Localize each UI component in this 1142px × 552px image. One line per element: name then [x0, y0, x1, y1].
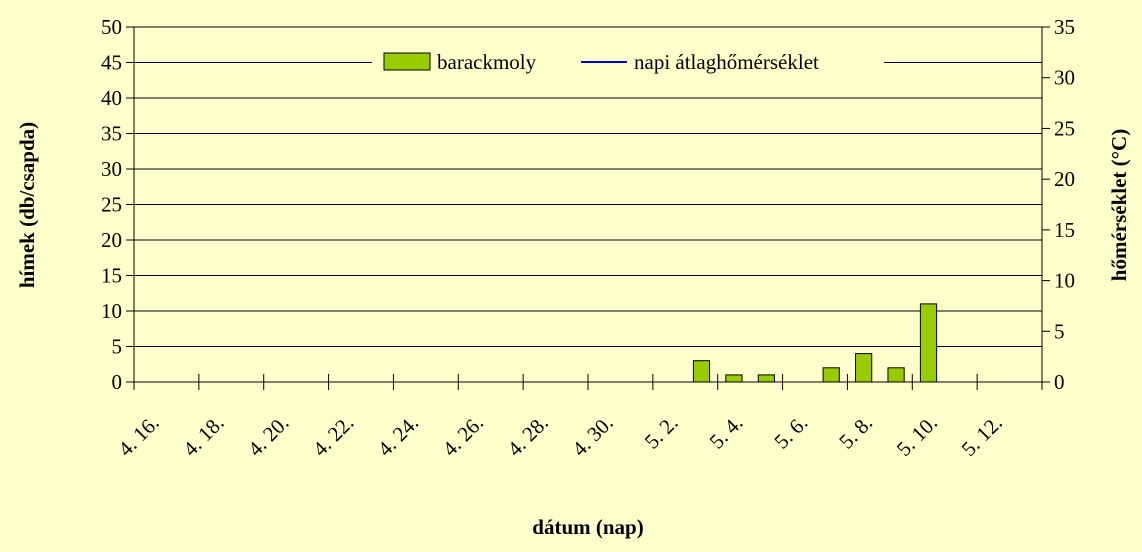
x-tick-label: 5. 12. — [957, 411, 1007, 461]
legend-box — [372, 44, 884, 80]
x-tick-label: 4. 22. — [308, 411, 358, 461]
y-axis-left-title: hímek (db/csapda) — [15, 122, 39, 288]
y-right-tick-label: 30 — [1054, 66, 1075, 90]
y-left-tick-label: 15 — [101, 264, 122, 288]
x-tick-label: 4. 20. — [243, 411, 293, 461]
y-left-tick-label: 30 — [101, 157, 122, 181]
y-right-tick-label: 15 — [1054, 218, 1075, 242]
bar — [757, 374, 775, 383]
axes — [126, 26, 1050, 390]
y-left-tick-label: 25 — [101, 193, 122, 217]
y-left-tick-label: 20 — [101, 228, 122, 252]
legend-label-temperature: napi átlaghőmérséklet — [634, 50, 819, 74]
x-tick-label: 4. 30. — [567, 411, 617, 461]
x-tick-label: 4. 16. — [113, 411, 163, 461]
y-axis-right-title: hőmérséklet (°C) — [1107, 129, 1131, 281]
bar — [887, 367, 905, 383]
legend-label-barackmoly: barackmoly — [437, 50, 537, 74]
x-tick-label: 5. 4. — [705, 411, 748, 454]
y-left-tick-label: 5 — [112, 335, 123, 359]
x-tick-label: 4. 26. — [438, 411, 488, 461]
legend-swatch-barackmoly — [383, 52, 431, 71]
bar — [822, 367, 840, 383]
x-tick-label: 4. 24. — [373, 411, 423, 461]
bars — [692, 303, 938, 383]
y-right-tick-label: 0 — [1054, 370, 1065, 394]
x-tick-label: 5. 6. — [769, 411, 812, 454]
x-tick-label: 4. 28. — [503, 411, 553, 461]
y-right-tick-label: 35 — [1054, 15, 1075, 39]
legend: barackmoly napi átlaghőmérséklet — [372, 44, 884, 80]
y-left-tick-label: 45 — [101, 51, 122, 75]
y-left-tick-label: 35 — [101, 122, 122, 146]
x-tick-label: 5. 10. — [892, 411, 942, 461]
tick-labels: 0 5 10 15 20 25 30 35 40 45 50 0 5 10 15 20 25 30 35 4. 16.… — [101, 15, 1075, 461]
bar — [725, 374, 743, 383]
x-axis-title: dátum (nap) — [532, 515, 643, 539]
y-left-tick-label: 50 — [101, 15, 122, 39]
bar — [855, 353, 873, 383]
y-right-tick-label: 25 — [1054, 116, 1075, 140]
x-tick-label: 4. 18. — [178, 411, 228, 461]
bar — [692, 360, 711, 383]
y-left-tick-label: 40 — [101, 86, 122, 110]
bar — [919, 303, 938, 383]
y-left-tick-label: 10 — [101, 299, 122, 323]
x-tick-label: 5. 8. — [834, 411, 877, 454]
y-right-tick-label: 5 — [1054, 319, 1065, 343]
x-tick-label: 5. 2. — [640, 411, 683, 454]
y-right-tick-label: 20 — [1054, 167, 1075, 191]
y-left-tick-label: 0 — [112, 370, 123, 394]
y-right-tick-label: 10 — [1054, 269, 1075, 293]
